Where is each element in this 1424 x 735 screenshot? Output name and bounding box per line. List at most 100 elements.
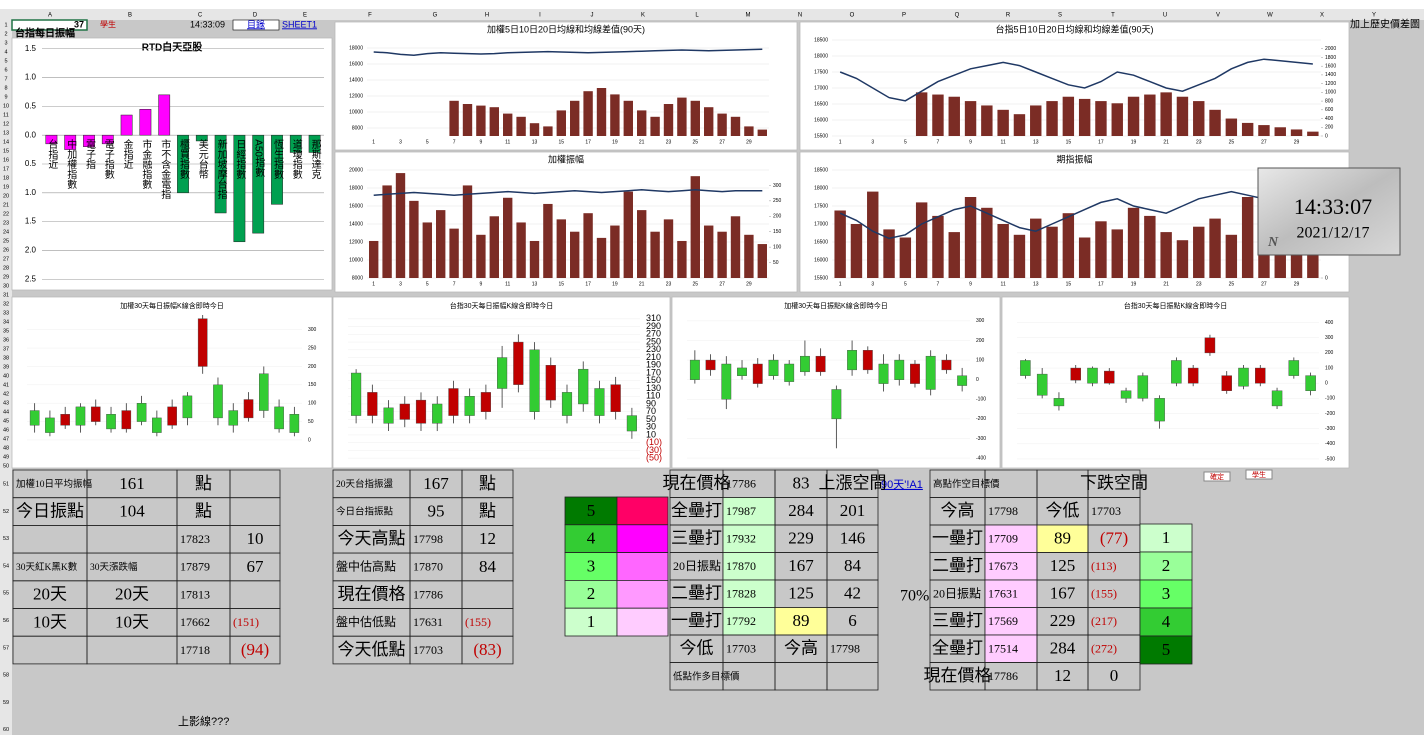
y-tick-label: 17000	[814, 85, 828, 91]
table-cell	[461, 580, 514, 609]
column-header: W	[1267, 13, 1273, 19]
bar	[436, 210, 446, 278]
cell-text: 167	[423, 474, 449, 493]
y-tick-label: 12000	[349, 239, 363, 245]
cell-text: 146	[840, 529, 866, 548]
y-tick-label: -400	[1325, 441, 1335, 447]
row-header: 2	[4, 31, 7, 37]
button-label[interactable]: 確定	[1210, 472, 1224, 481]
cell-text: 17813	[180, 587, 210, 601]
row-header: 28	[3, 265, 9, 271]
cell-b1[interactable]: 學生	[100, 19, 116, 29]
candle-body	[415, 399, 427, 424]
y2-tick-label: 0	[1325, 275, 1328, 281]
cell-text: 284	[788, 501, 814, 520]
cell-text: 17662	[180, 615, 210, 629]
row-header: 57	[3, 645, 9, 651]
x-tick-label: 3	[399, 281, 402, 287]
candle-body	[957, 375, 968, 386]
table-cell	[774, 607, 828, 636]
cell-text: 17798	[988, 504, 1018, 518]
link-90[interactable]: 90天'!A1	[881, 479, 923, 491]
y-tick-label: 1.0	[25, 73, 37, 82]
x-tick-label: 13	[532, 281, 538, 287]
x-tick-label: 15	[559, 139, 565, 145]
bar	[997, 109, 1009, 136]
y-tick-label: 300	[1325, 335, 1334, 341]
y2-tick-label: 250	[773, 198, 782, 204]
bar	[717, 113, 727, 136]
cell-text: 今低	[680, 639, 714, 658]
cell-text: 30天漲跌幅	[90, 561, 138, 573]
button[interactable]	[1245, 469, 1273, 480]
y-tick-label: 1.0	[25, 188, 37, 197]
y2-tick-label: 2000	[1325, 46, 1336, 52]
index-link-box[interactable]	[232, 19, 280, 31]
cell-text: 17932	[726, 532, 756, 546]
row-header: 49	[3, 454, 9, 460]
cell-text: 點	[195, 501, 212, 520]
table-cell	[826, 662, 879, 691]
candle-body	[497, 357, 508, 389]
x-tick-label: 13	[532, 139, 538, 145]
bar	[570, 231, 580, 278]
x-tick-label: 29	[746, 281, 752, 287]
y2-tick-label: 400	[1325, 116, 1334, 122]
row-header: 51	[3, 481, 9, 487]
x-tick-label: 25	[693, 139, 699, 145]
selected-cell[interactable]	[11, 19, 88, 31]
cell-text: 84	[479, 557, 497, 576]
cell-text: 17870	[413, 560, 443, 574]
bar	[529, 123, 540, 136]
candle-body	[197, 318, 208, 367]
y-tick-label: 230	[646, 344, 661, 354]
candle-body	[689, 359, 700, 380]
button-label[interactable]: 學生	[1252, 470, 1266, 479]
candle-body	[351, 372, 362, 416]
bar	[1176, 240, 1189, 278]
cell-text: 一壘打	[932, 529, 983, 548]
row-header: 39	[3, 364, 9, 370]
x-tick-label: 19	[612, 281, 618, 287]
column-header: I	[539, 13, 541, 19]
button[interactable]	[1203, 471, 1231, 482]
candle-body	[274, 406, 284, 430]
y2-tick-label: 800	[1325, 98, 1334, 104]
bar	[1046, 226, 1058, 278]
x-tick-label: 23	[666, 281, 672, 287]
cell-text: 2	[587, 584, 596, 603]
y2-tick-label: 600	[1325, 107, 1334, 113]
cell-text: 17631	[413, 615, 443, 629]
table-cell	[564, 580, 618, 609]
cell-text: 42	[844, 584, 861, 603]
y-tick-label: 17000	[814, 221, 828, 227]
bar	[516, 116, 526, 136]
x-tick-label: 1	[839, 281, 842, 287]
bar	[369, 240, 379, 278]
row-header: 52	[3, 509, 9, 515]
cell-text: 二壘打	[932, 556, 983, 575]
row-header: 17	[3, 166, 9, 172]
bar	[1062, 96, 1075, 136]
table-cell	[86, 525, 178, 554]
index-link[interactable]: 目錄	[247, 18, 265, 29]
cell-text: 17631	[988, 587, 1018, 601]
formula-bar	[0, 0, 1424, 9]
y-tick-label: 20000	[349, 167, 363, 173]
x-tick-label: 25	[1229, 281, 1235, 287]
candle-body	[243, 399, 254, 419]
column-header: D	[253, 13, 258, 19]
bar	[1046, 101, 1058, 136]
candle-body	[545, 365, 556, 401]
bar	[1225, 118, 1238, 136]
table-cell	[229, 469, 281, 499]
sheet-link[interactable]: SHEET1	[282, 19, 317, 29]
cell-text: 17718	[180, 643, 210, 657]
y-tick-label: 170	[646, 367, 661, 377]
cell-text: 17514	[988, 642, 1018, 656]
column-header: B	[128, 13, 132, 19]
cell-text: 10天	[33, 612, 67, 631]
bar	[1241, 197, 1254, 278]
cell-a1[interactable]: 37	[74, 19, 84, 29]
y-tick-label: 14000	[349, 77, 363, 83]
